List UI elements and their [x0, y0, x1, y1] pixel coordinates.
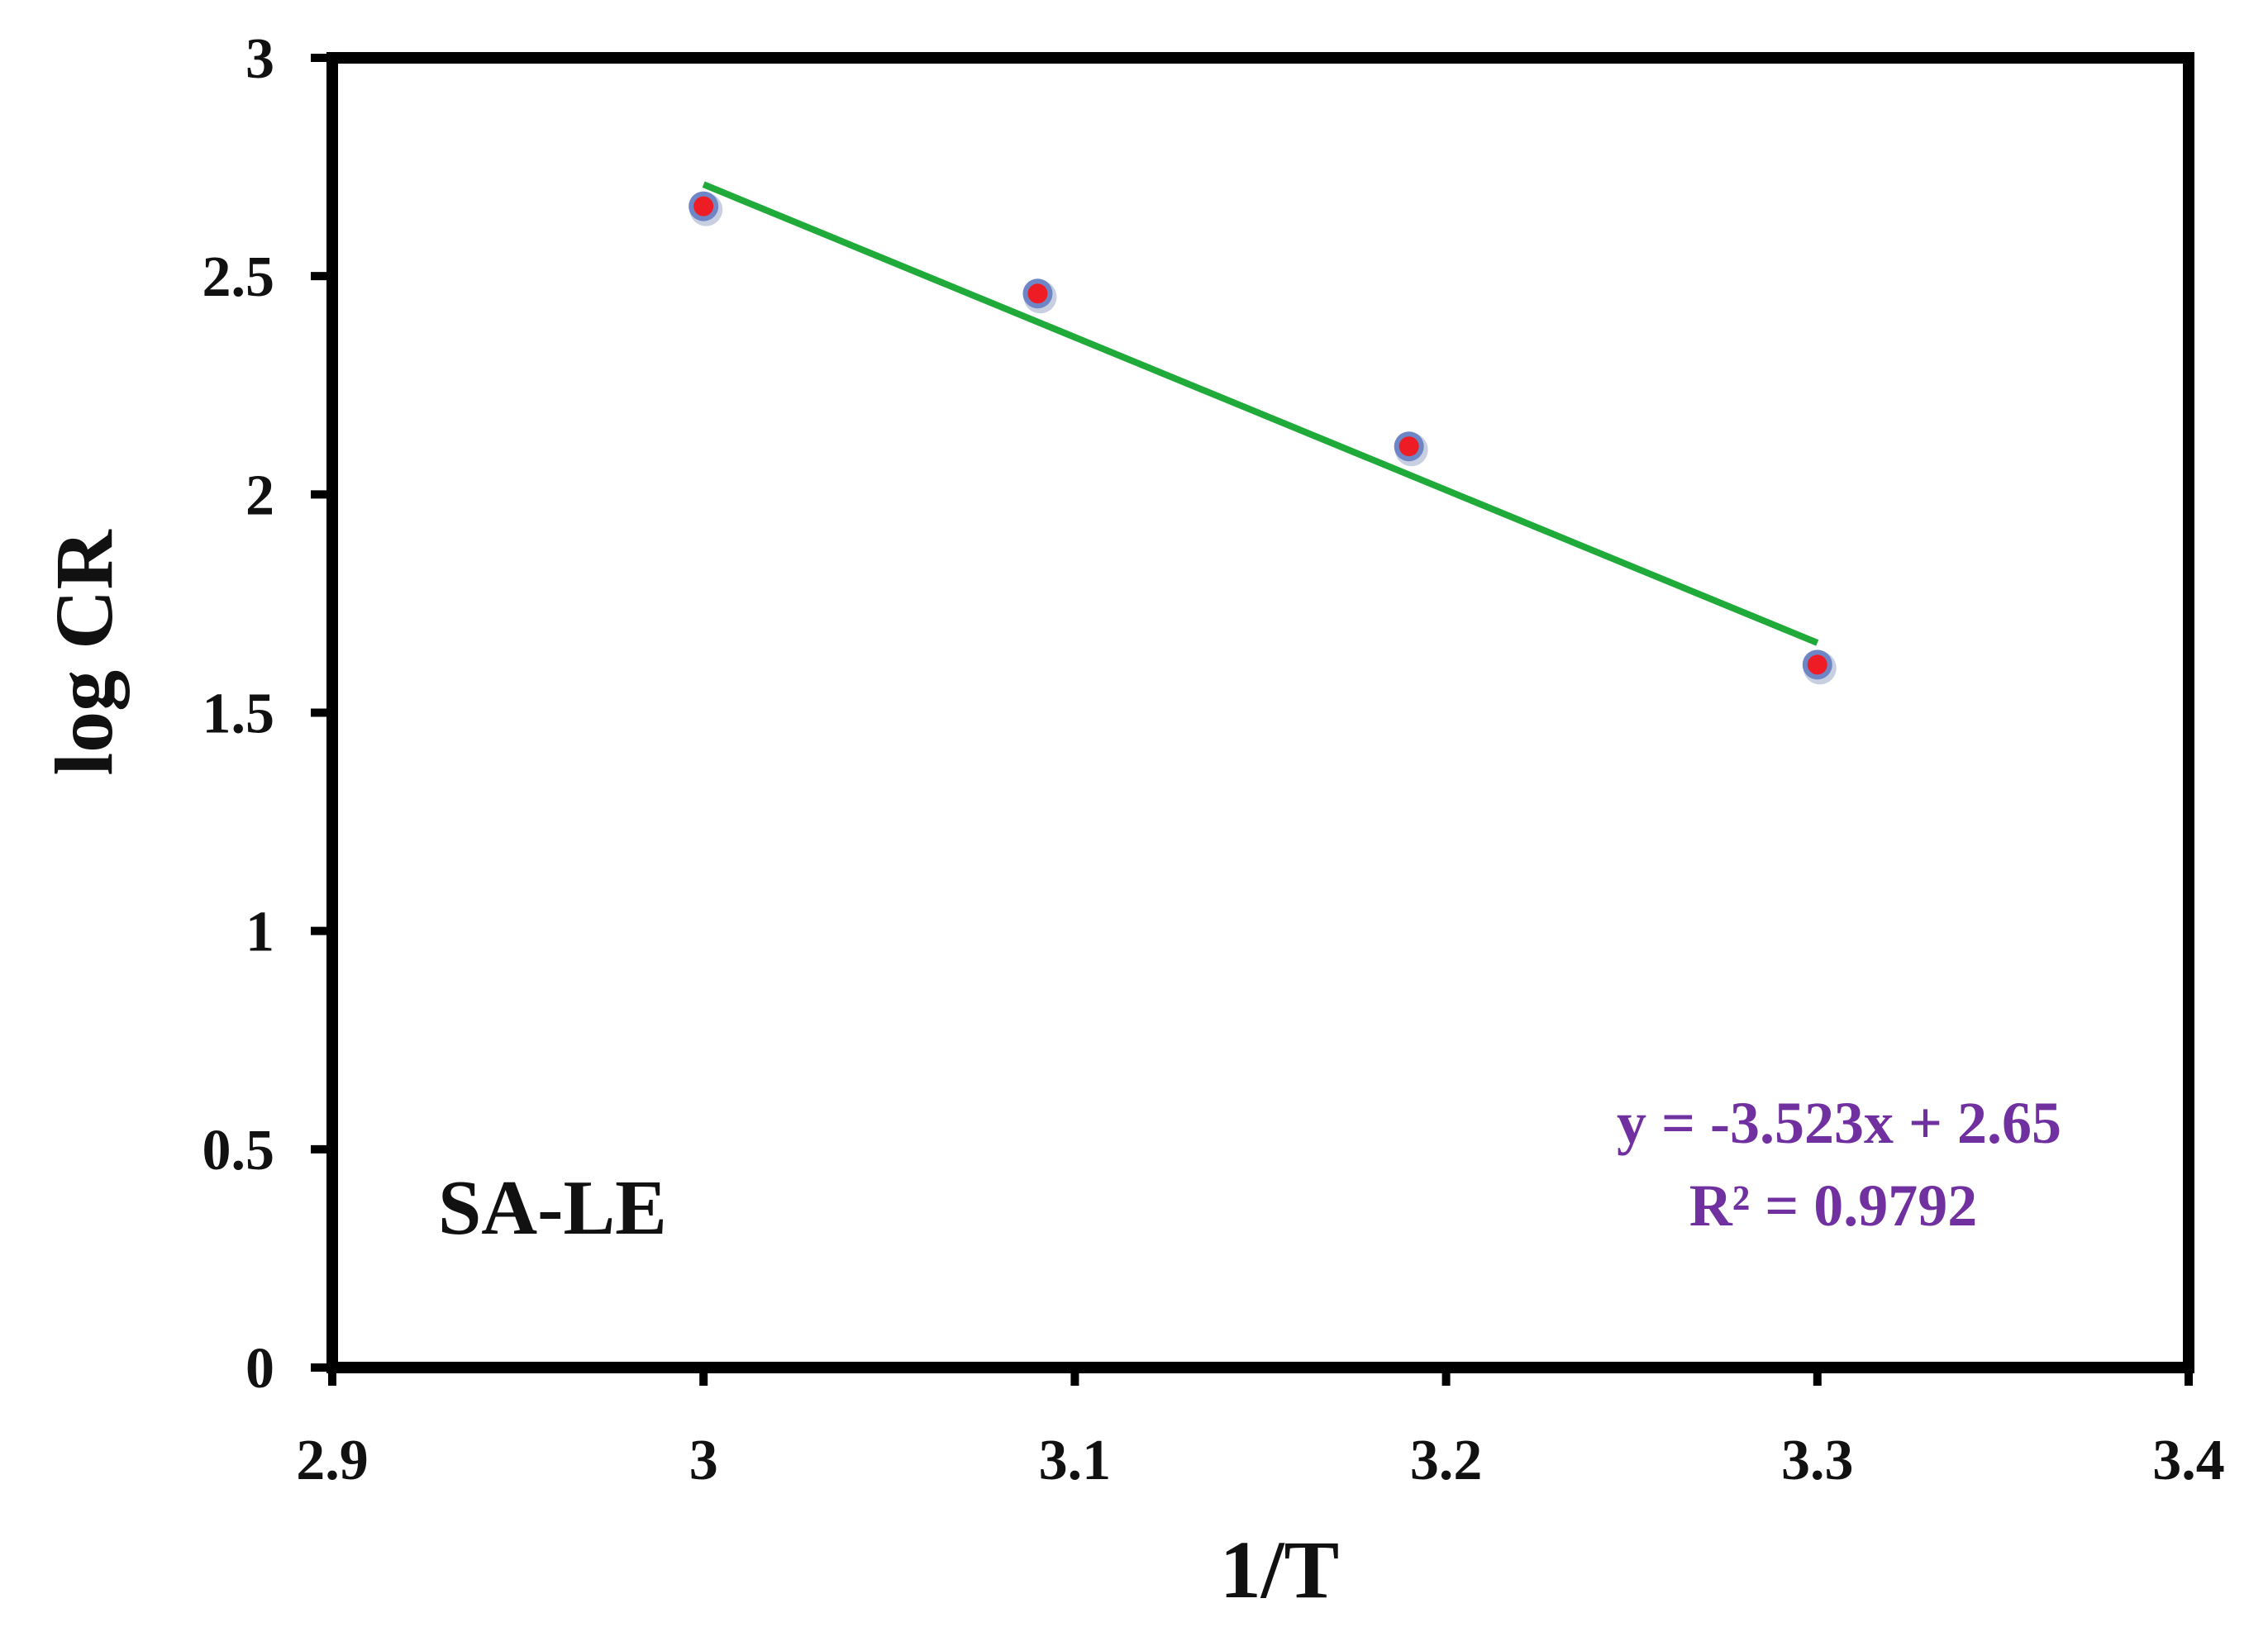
plot-area-frame [326, 52, 2194, 1373]
data-points [688, 191, 1837, 685]
r-squared-label: R² = 0.9792 [1689, 1173, 1978, 1239]
x-tick-label: 3.1 [1039, 1429, 1112, 1492]
trendline-equation: y = -3.523x + 2.65 [1617, 1090, 2061, 1156]
y-tick-label: 1.5 [202, 683, 275, 746]
x-tick-label: 3.4 [2152, 1429, 2225, 1492]
y-tick-label: 0 [245, 1337, 274, 1401]
x-axis-title: 1/T [1220, 1524, 1339, 1615]
data-point [1802, 649, 1837, 685]
x-tick-label: 3 [689, 1429, 718, 1492]
x-tick-labels: 2.9 3 3.1 3.2 3.3 3.4 [296, 1429, 2225, 1492]
y-tick-label: 3 [245, 27, 274, 91]
data-point [688, 191, 723, 226]
x-tick-label: 3.3 [1781, 1429, 1854, 1492]
y-tick-label: 1 [245, 901, 274, 964]
y-tick-labels: 0 0.5 1 1.5 2 2.5 3 [202, 27, 275, 1401]
data-point [1394, 431, 1428, 467]
y-tick-label: 2 [245, 464, 274, 527]
x-tick-label: 3.2 [1410, 1429, 1483, 1492]
sample-label: SA-LE [438, 1165, 667, 1251]
x-tick-label: 2.9 [296, 1429, 369, 1492]
data-point [1022, 278, 1057, 314]
y-tick-label: 0.5 [202, 1119, 275, 1182]
trendline [702, 181, 1819, 646]
y-axis-title: log CR [38, 529, 130, 776]
y-tick-label: 2.5 [202, 245, 275, 309]
